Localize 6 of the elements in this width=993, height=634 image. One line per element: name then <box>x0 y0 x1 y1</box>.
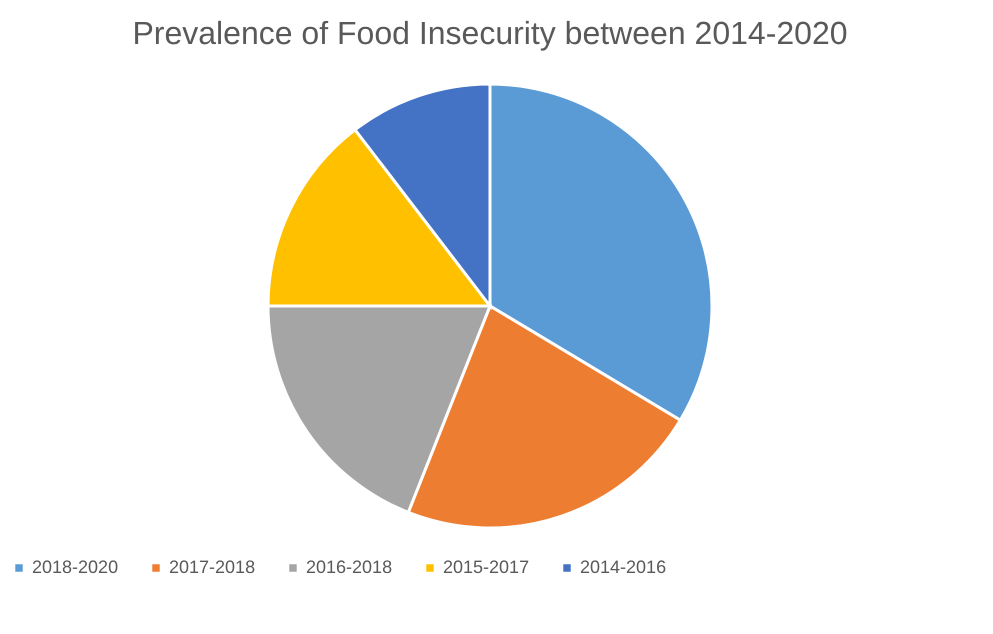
legend-label: 2015-2017 <box>443 557 530 577</box>
chart-title: Prevalence of Food Insecurity between 2014-2020 <box>132 15 848 51</box>
legend-label: 2016-2018 <box>306 557 392 577</box>
legend-label: 2014-2016 <box>580 557 666 577</box>
legend-label: 2017-2018 <box>169 557 256 577</box>
legend-label: 2018-2020 <box>32 557 118 577</box>
